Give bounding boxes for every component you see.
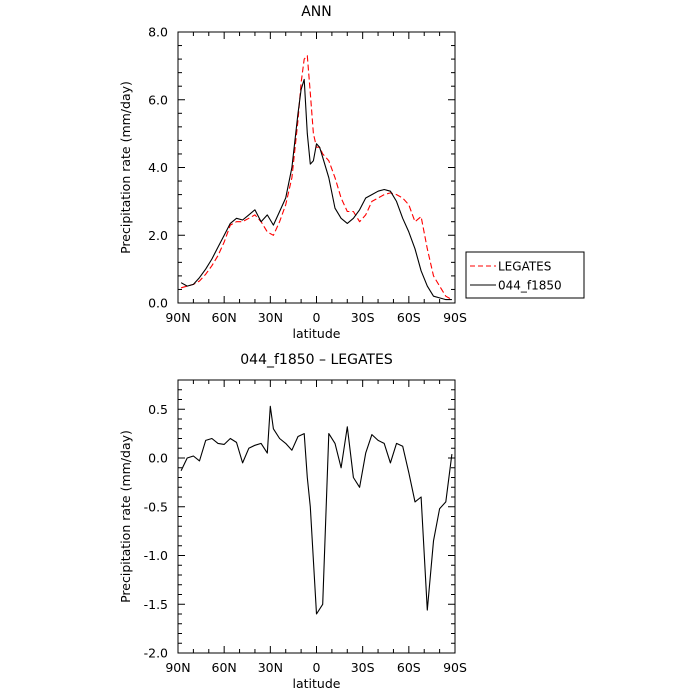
x-tick-label: 30S — [351, 310, 375, 325]
chart-title: ANN — [301, 4, 332, 20]
legend-label: LEGATES — [498, 260, 551, 274]
x-tick-label: 60N — [212, 310, 237, 325]
legend-box — [465, 251, 585, 299]
plot-frame — [177, 31, 456, 304]
x-tick-label: 60N — [212, 660, 237, 675]
bottom-chart-panel: 90N 60N 30N 0 30S 60S 90S -2.0 -1.5 -1.0 -0.5 0.0 0.… — [118, 352, 467, 691]
x-tick-label: 60S — [397, 660, 421, 675]
x-axis-label: latitude — [293, 676, 341, 691]
y-tick-label: -0.5 — [144, 499, 168, 514]
y-tick-label: -2.0 — [144, 646, 168, 661]
y-tick-label: 0.0 — [148, 451, 168, 466]
y-tick-label: -1.5 — [144, 597, 168, 612]
x-axis-label: latitude — [293, 326, 341, 341]
y-axis-label: Precipitation rate (mm/day) — [118, 430, 133, 603]
legend: LEGATES 044_f1850 — [465, 251, 585, 299]
x-tick-label: 90S — [443, 660, 467, 675]
chart-title: 044_f1850 – LEGATES — [240, 352, 393, 368]
series-line-difference — [180, 405, 453, 615]
y-tick-label: 4.0 — [148, 160, 168, 175]
series-line-044-f1850 — [180, 78, 452, 301]
x-tick-label: 90N — [165, 660, 190, 675]
y-tick-label: 6.0 — [148, 92, 168, 107]
x-tick-label: 0 — [313, 310, 321, 325]
y-tick-label: 0.0 — [148, 296, 168, 311]
x-tick-label: 90S — [443, 310, 467, 325]
y-tick-label: -1.0 — [144, 548, 168, 563]
series-line-legates — [180, 55, 453, 301]
top-chart-panel: 90N 60N 30N 0 30S 60S 90S 0.0 2.0 4.0 6.0 8.0 ANN lat… — [118, 4, 467, 341]
y-axis-label: Precipitation rate (mm/day) — [118, 81, 133, 254]
x-tick-label: 30S — [351, 660, 375, 675]
x-tick-label: 30N — [258, 310, 283, 325]
x-tick-label: 30N — [258, 660, 283, 675]
legend-label: 044_f1850 — [498, 279, 562, 293]
x-tick-label: 60S — [397, 310, 421, 325]
y-tick-label: 8.0 — [148, 25, 168, 40]
y-tick-label: 2.0 — [148, 228, 168, 243]
x-tick-label: 90N — [165, 310, 190, 325]
y-tick-label: 0.5 — [148, 402, 168, 417]
x-tick-label: 0 — [313, 660, 321, 675]
